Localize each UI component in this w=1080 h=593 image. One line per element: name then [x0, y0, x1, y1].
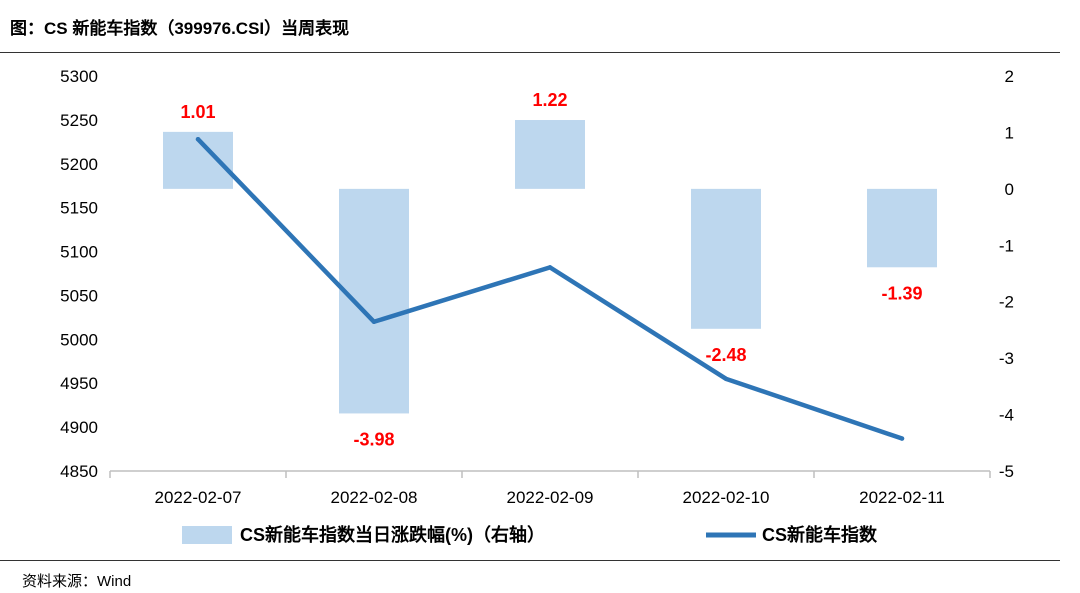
bar-2022-02-11: [867, 188, 937, 268]
data-label-2022-02-09: 1.22: [532, 90, 567, 110]
data-label-2022-02-07: 1.01: [180, 102, 215, 122]
right-tick-label: -5: [999, 462, 1014, 481]
data-label-2022-02-11: -1.39: [881, 283, 922, 303]
left-tick-label: 5150: [60, 199, 98, 218]
legend: CS新能车指数当日涨跌幅(%)（右轴） CS新能车指数: [182, 524, 878, 545]
left-tick-label: 4900: [60, 418, 98, 437]
right-tick-label: -1: [999, 236, 1014, 255]
right-axis-ticks: -5 -4 -3 -2 -1 0 1 2: [999, 67, 1014, 481]
bar-2022-02-09: [515, 120, 585, 189]
right-tick-label: 1: [1005, 123, 1014, 142]
bar-series: [163, 120, 937, 414]
line-point-2022-02-08: [371, 319, 377, 324]
x-tick-label: 2022-02-08: [331, 488, 418, 507]
legend-bar-swatch: [182, 526, 232, 544]
data-label-2022-02-10: -2.48: [705, 345, 746, 365]
axes: [109, 470, 991, 478]
line-point-2022-02-07: [195, 137, 201, 142]
left-tick-label: 5200: [60, 155, 98, 174]
right-tick-label: -4: [999, 406, 1014, 425]
left-tick-label: 5050: [60, 286, 98, 305]
left-tick-label: 4950: [60, 374, 98, 393]
right-tick-label: 2: [1005, 67, 1014, 86]
right-tick-label: -3: [999, 349, 1014, 368]
top-rule: [0, 52, 1060, 53]
bottom-rule: [0, 560, 1060, 561]
right-tick-label: -2: [999, 293, 1014, 312]
left-tick-label: 4850: [60, 462, 98, 481]
line-point-2022-02-11: [899, 436, 905, 441]
left-tick-label: 5100: [60, 243, 98, 262]
right-tick-label: 0: [1005, 180, 1014, 199]
x-tick-label: 2022-02-10: [683, 488, 770, 507]
legend-bar-label: CS新能车指数当日涨跌幅(%)（右轴）: [240, 524, 545, 545]
left-axis-ticks: 4850 4900 4950 5000 5050 5100 5150 5200 5250 5300: [60, 67, 98, 481]
left-tick-label: 5250: [60, 111, 98, 130]
x-axis-ticks: 2022-02-07 2022-02-08 2022-02-09 2022-02-10…: [155, 488, 945, 507]
bar-2022-02-08: [339, 188, 409, 414]
line-point-2022-02-09: [547, 265, 553, 270]
figure-title: 图：CS 新能车指数（399976.CSI）当周表现: [10, 19, 350, 38]
x-tick-label: 2022-02-09: [507, 488, 594, 507]
data-labels: 1.01 -3.98 1.22 -2.48 -1.39: [180, 90, 922, 449]
x-tick-label: 2022-02-11: [859, 488, 945, 507]
data-label-2022-02-08: -3.98: [353, 429, 394, 449]
line-point-2022-02-10: [723, 376, 729, 382]
left-tick-label: 5000: [60, 330, 98, 349]
x-tick-label: 2022-02-07: [155, 488, 242, 507]
line-series: [195, 136, 905, 441]
legend-line-label: CS新能车指数: [762, 524, 878, 545]
bar-2022-02-10: [691, 188, 761, 329]
source-note: 资料来源：Wind: [22, 573, 132, 590]
left-tick-label: 5300: [60, 67, 98, 86]
